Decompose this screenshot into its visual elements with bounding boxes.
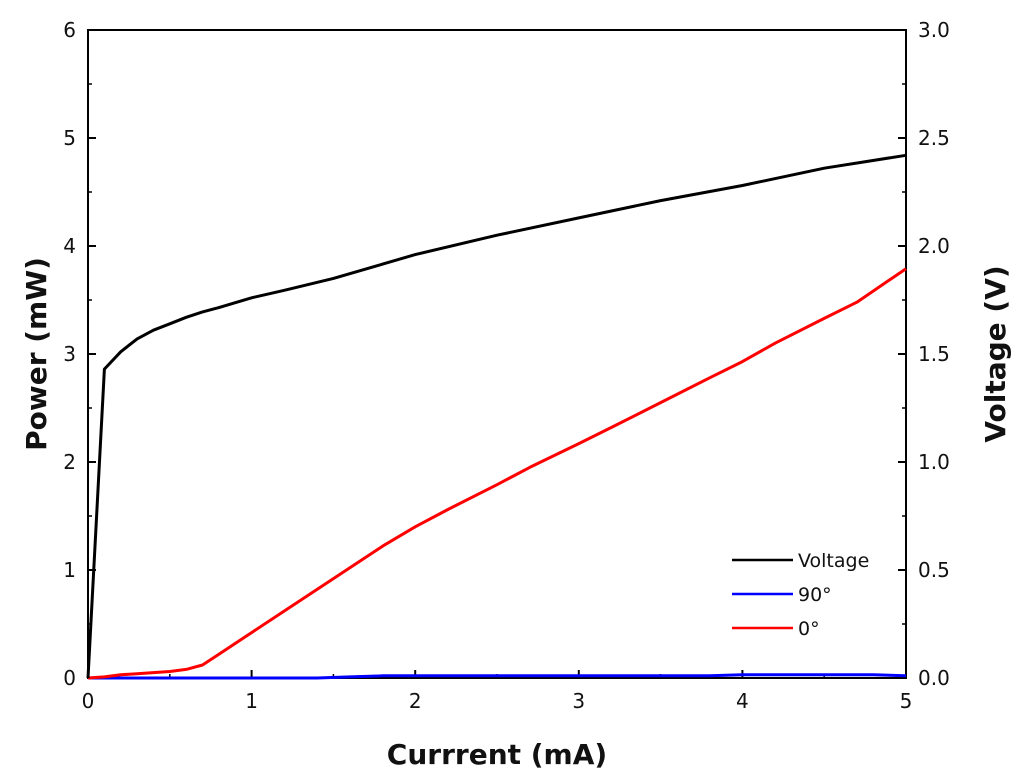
legend: Voltage 90° 0° [732,550,869,640]
plot-frame [87,29,907,679]
x-tick-label: 1 [245,689,258,713]
series-line-0deg [87,267,907,680]
right-y-tick-label: 2.5 [918,126,950,150]
left-y-tick-label: 0 [63,666,76,690]
right-y-tick-label: 0.0 [918,666,950,690]
left-y-tick-label: 1 [63,558,76,582]
left-y-axis-ticks: 0 1 2 3 4 5 6 [63,18,96,690]
x-tick-label: 3 [572,689,585,713]
series-layer [86,153,907,680]
x-tick-label: 0 [82,689,95,713]
series-line-90deg [88,673,907,680]
left-y-tick-label: 6 [63,18,76,42]
left-y-tick-label: 2 [63,450,76,474]
right-y-axis-title: Voltage (V) [979,265,1012,442]
series-line-voltage [86,153,907,679]
right-y-tick-label: 1.0 [918,450,950,474]
legend-label-voltage: Voltage [798,550,869,572]
x-tick-label: 2 [409,689,422,713]
right-y-axis-ticks: 0.0 0.5 1.0 1.5 2.0 2.5 3.0 [898,18,950,690]
legend-label-0deg: 0° [798,618,820,640]
left-y-axis-title: Power (mW) [20,257,53,451]
left-y-tick-label: 4 [63,234,76,258]
right-y-tick-label: 1.5 [918,342,950,366]
right-y-tick-label: 2.0 [918,234,950,258]
x-axis-title: Currrent (mA) [387,738,607,771]
right-y-tick-label: 0.5 [918,558,950,582]
left-y-tick-label: 5 [63,126,76,150]
x-tick-label: 4 [736,689,749,713]
x-tick-label: 5 [900,689,913,713]
left-y-tick-label: 3 [63,342,76,366]
right-y-tick-label: 3.0 [918,18,950,42]
legend-label-90deg: 90° [798,584,832,606]
